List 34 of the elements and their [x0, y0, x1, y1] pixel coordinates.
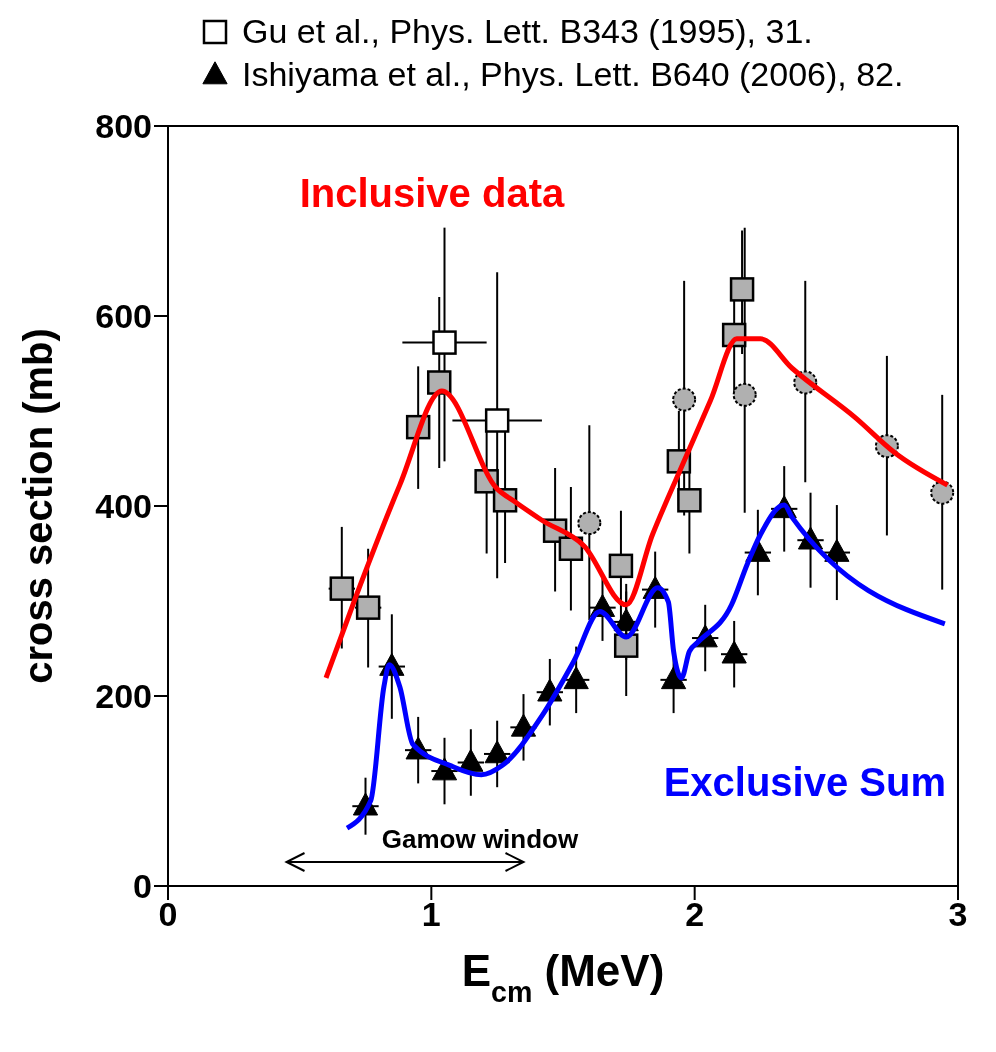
- x-tick-label: 3: [948, 895, 968, 934]
- point: [608, 553, 634, 579]
- point: [329, 576, 355, 601]
- y-axis-title: cross section (mb): [16, 328, 61, 684]
- point: [661, 666, 687, 690]
- point: [672, 387, 697, 412]
- point: [484, 740, 510, 764]
- point: [355, 595, 381, 620]
- y-tick-label: 600: [95, 297, 152, 336]
- point: [432, 330, 457, 355]
- point: [563, 666, 589, 690]
- point: [613, 633, 639, 658]
- point: [732, 382, 757, 407]
- x-tick-label: 2: [685, 895, 705, 934]
- point: [721, 640, 747, 664]
- annotation: Gamow window: [381, 824, 579, 854]
- point: [930, 480, 955, 505]
- point: [824, 538, 850, 562]
- point: [484, 408, 510, 433]
- x-axis-title: E$_{cm}$ (MeV): [461, 946, 665, 1008]
- point: [577, 511, 602, 536]
- text: Inclusive data: [299, 170, 565, 215]
- y-tick-label: 0: [133, 867, 152, 906]
- text: Exclusive Sum: [663, 759, 946, 804]
- point: [458, 748, 484, 772]
- x-tick-label: 0: [158, 895, 178, 934]
- legend-label: Ishiyama et al., Phys. Lett. B640 (2006), 82.: [242, 55, 904, 94]
- y-tick-label: 200: [95, 677, 152, 716]
- y-tick-label: 400: [95, 487, 152, 526]
- y-tick-label: 800: [95, 107, 152, 146]
- legend-label: Gu et al., Phys. Lett. B343 (1995), 31.: [242, 12, 813, 51]
- point: [729, 277, 755, 302]
- x-tick-label: 1: [421, 895, 441, 934]
- point: [677, 488, 702, 513]
